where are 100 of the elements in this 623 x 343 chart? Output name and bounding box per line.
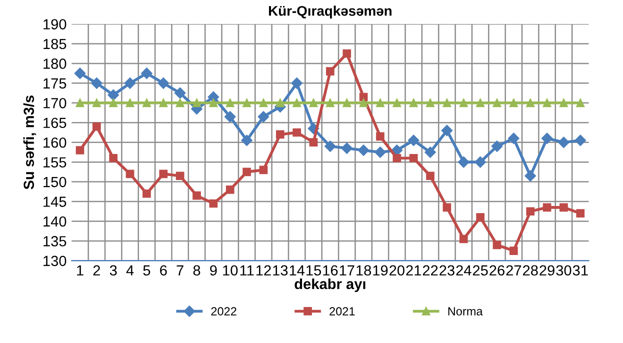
point [560, 98, 568, 108]
point [376, 98, 384, 108]
x-tick-label: 20 [390, 265, 404, 276]
point [510, 98, 518, 108]
point [424, 146, 436, 158]
point [426, 172, 434, 180]
point [342, 49, 352, 58]
point [259, 98, 268, 108]
x-tick-label: 14 [290, 265, 305, 276]
point [576, 209, 585, 218]
point [292, 128, 301, 137]
point [76, 146, 84, 154]
legend-label: 2021 [330, 307, 355, 316]
point [459, 98, 468, 108]
point [409, 98, 418, 108]
x-tick-label: 17 [340, 265, 354, 276]
point [526, 207, 535, 216]
point [74, 68, 86, 79]
point [91, 78, 102, 89]
point [276, 98, 284, 108]
point [109, 154, 118, 162]
x-tick-label: 25 [472, 265, 488, 276]
x-tick-label: 6 [160, 265, 167, 276]
y-tick-label: 155 [44, 157, 66, 168]
point [224, 111, 236, 122]
x-tick-label: 8 [193, 265, 200, 276]
point [158, 78, 169, 89]
point [442, 203, 452, 212]
point [376, 132, 384, 141]
point [176, 98, 184, 108]
point [324, 140, 336, 152]
point [358, 144, 370, 156]
point [374, 146, 386, 158]
point [126, 170, 134, 178]
point [142, 189, 151, 198]
x-tick-label: 11 [240, 265, 254, 276]
point [226, 98, 234, 108]
x-tick-label: 2 [93, 265, 100, 276]
point [341, 142, 352, 154]
point [408, 134, 420, 146]
point [574, 134, 586, 146]
x-tick-label: 21 [406, 265, 421, 276]
chart-title: Kür-Qıraqkəsəmən [268, 6, 392, 19]
point [259, 166, 268, 174]
point [541, 132, 553, 144]
x-axis-title: dekabr ayı [294, 278, 366, 292]
point [209, 199, 218, 208]
point [176, 172, 184, 180]
point [326, 98, 334, 108]
x-tick-label: 29 [540, 265, 554, 276]
point [476, 98, 484, 108]
point [542, 203, 552, 212]
y-tick-label: 165 [44, 118, 66, 128]
point [174, 87, 186, 99]
point [92, 122, 101, 131]
x-tick-label: 4 [126, 265, 134, 276]
point [242, 168, 251, 176]
x-tick-label: 26 [490, 265, 504, 276]
point [159, 170, 168, 178]
point [76, 98, 84, 108]
point [309, 98, 318, 108]
x-tick-label: 30 [556, 265, 572, 276]
point [192, 98, 201, 108]
point [508, 132, 520, 144]
point [258, 111, 270, 122]
x-tick-label: 10 [223, 265, 238, 276]
point [426, 98, 434, 108]
y-tick-label: 150 [44, 176, 66, 188]
x-tick-label: 19 [373, 265, 388, 276]
point [542, 98, 552, 108]
x-tick-label: 1 [77, 265, 84, 276]
point [442, 98, 452, 108]
x-tick-label: 18 [356, 265, 372, 276]
point [241, 134, 252, 146]
point [392, 98, 402, 108]
point [209, 98, 218, 108]
point [576, 98, 585, 108]
point [141, 68, 152, 79]
point [276, 130, 284, 139]
point [492, 240, 502, 250]
point [126, 98, 134, 108]
x-tick-label: 16 [323, 265, 338, 276]
x-tick-label: 23 [440, 265, 454, 276]
point [474, 156, 486, 168]
y-tick-label: 160 [44, 137, 66, 148]
point [558, 136, 570, 148]
x-tick-label: 28 [522, 265, 538, 276]
legend-label: 2022 [211, 307, 236, 316]
x-tick-label: 5 [143, 265, 150, 276]
point [326, 67, 334, 76]
x-tick-label: 22 [422, 265, 438, 276]
y-tick-label: 170 [44, 98, 66, 108]
y-tick-label: 175 [44, 78, 66, 89]
point [458, 156, 470, 168]
point [560, 203, 568, 212]
x-tick-label: 24 [456, 265, 472, 276]
point [491, 140, 503, 152]
point [159, 98, 168, 108]
x-tick-label: 15 [306, 265, 322, 276]
x-tick-label: 12 [256, 265, 271, 276]
